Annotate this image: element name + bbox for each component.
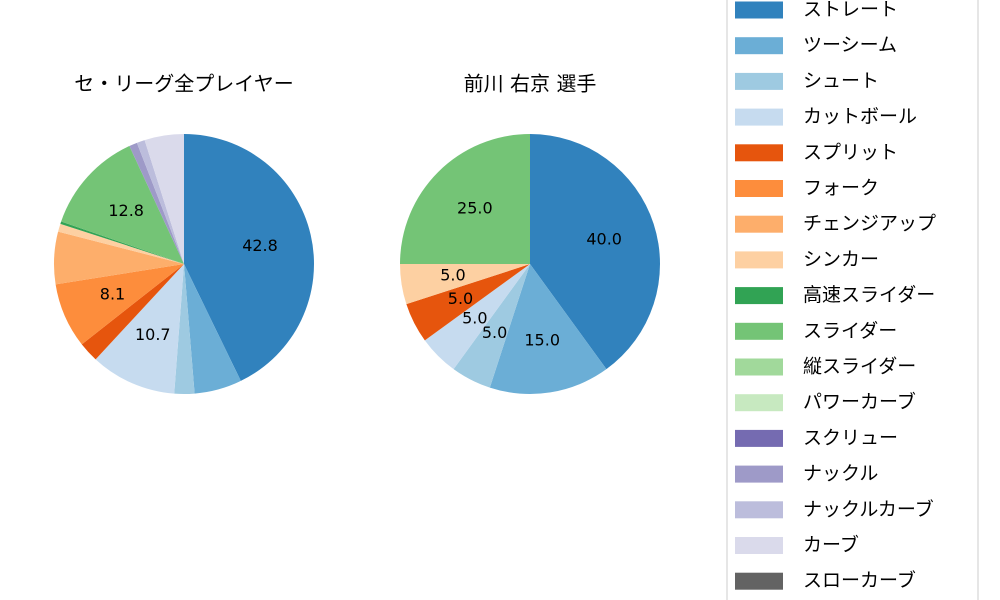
pie-slice	[61, 146, 184, 264]
legend-label: スクリュー	[803, 427, 898, 449]
legend-swatch	[735, 108, 783, 126]
pie-slice	[136, 140, 184, 264]
legend-swatch	[735, 215, 783, 233]
pie-slice	[184, 134, 314, 381]
legend-label: スローカーブ	[803, 569, 916, 592]
data-label: 10.7	[135, 325, 171, 344]
pie-slice	[489, 264, 607, 395]
legend-swatch	[735, 429, 783, 447]
legend-swatch	[735, 322, 783, 340]
data-label: 12.8	[108, 201, 144, 220]
legend-swatch	[735, 287, 783, 305]
legend-label: ストレート	[803, 0, 898, 21]
legend-label: パワーカーブ	[803, 390, 916, 413]
data-label: 25.0	[457, 198, 493, 217]
legend-swatch	[735, 251, 783, 269]
data-label: 42.8	[242, 236, 278, 255]
legend-label: 縦スライダー	[803, 356, 916, 378]
legend-label: ナックル	[803, 463, 878, 485]
chart-title: 前川 右京 選手	[464, 72, 597, 96]
legend-swatch	[735, 358, 783, 376]
legend-swatch	[735, 537, 783, 554]
data-label: 5.0	[462, 309, 487, 328]
pie-slice	[453, 264, 530, 388]
legend-label: シュート	[803, 70, 879, 92]
legend-label: カットボール	[803, 106, 917, 128]
legend-swatch	[735, 572, 783, 590]
legend-swatch	[735, 72, 783, 90]
data-label: 15.0	[524, 331, 560, 350]
data-label: 8.1	[100, 285, 125, 304]
pie-slice	[400, 264, 530, 305]
pie-slice	[81, 264, 184, 360]
legend-swatch	[735, 501, 783, 519]
data-label: 5.0	[482, 323, 507, 342]
legend-label: カーブ	[803, 533, 859, 556]
legend-swatch	[735, 180, 783, 197]
legend-label: ツーシーム	[803, 34, 897, 56]
pie-slice	[144, 134, 184, 264]
pie-slice	[424, 264, 530, 370]
legend-swatch	[735, 1, 783, 19]
legend-label: スプリット	[803, 141, 898, 163]
pie-slice	[55, 264, 184, 345]
pie-slice	[184, 264, 241, 394]
legend-label: フォーク	[803, 177, 879, 199]
legend-swatch	[735, 37, 783, 55]
data-label: 5.0	[440, 266, 465, 285]
legend-label: 高速スライダー	[803, 284, 935, 306]
pie-slice	[174, 264, 195, 394]
legend-swatch	[735, 144, 783, 162]
legend-label: シンカー	[803, 248, 879, 270]
pie-slice	[406, 264, 530, 341]
pie-slice	[54, 231, 185, 285]
legend-swatch	[735, 394, 783, 412]
pie-slice	[129, 142, 184, 264]
data-label: 40.0	[586, 229, 622, 248]
pie-slice	[530, 134, 660, 370]
pie-slice	[95, 264, 184, 394]
legend-label: チェンジアップ	[803, 213, 936, 235]
chart-title: セ・リーグ全プレイヤー	[74, 72, 293, 96]
legend-label: ナックルカーブ	[803, 497, 934, 520]
pie-slice	[58, 223, 184, 264]
data-label: 5.0	[448, 289, 473, 308]
legend-label: スライダー	[803, 320, 897, 342]
pie-slice	[400, 134, 530, 264]
pie-slice	[60, 221, 184, 264]
legend-swatch	[735, 465, 783, 483]
